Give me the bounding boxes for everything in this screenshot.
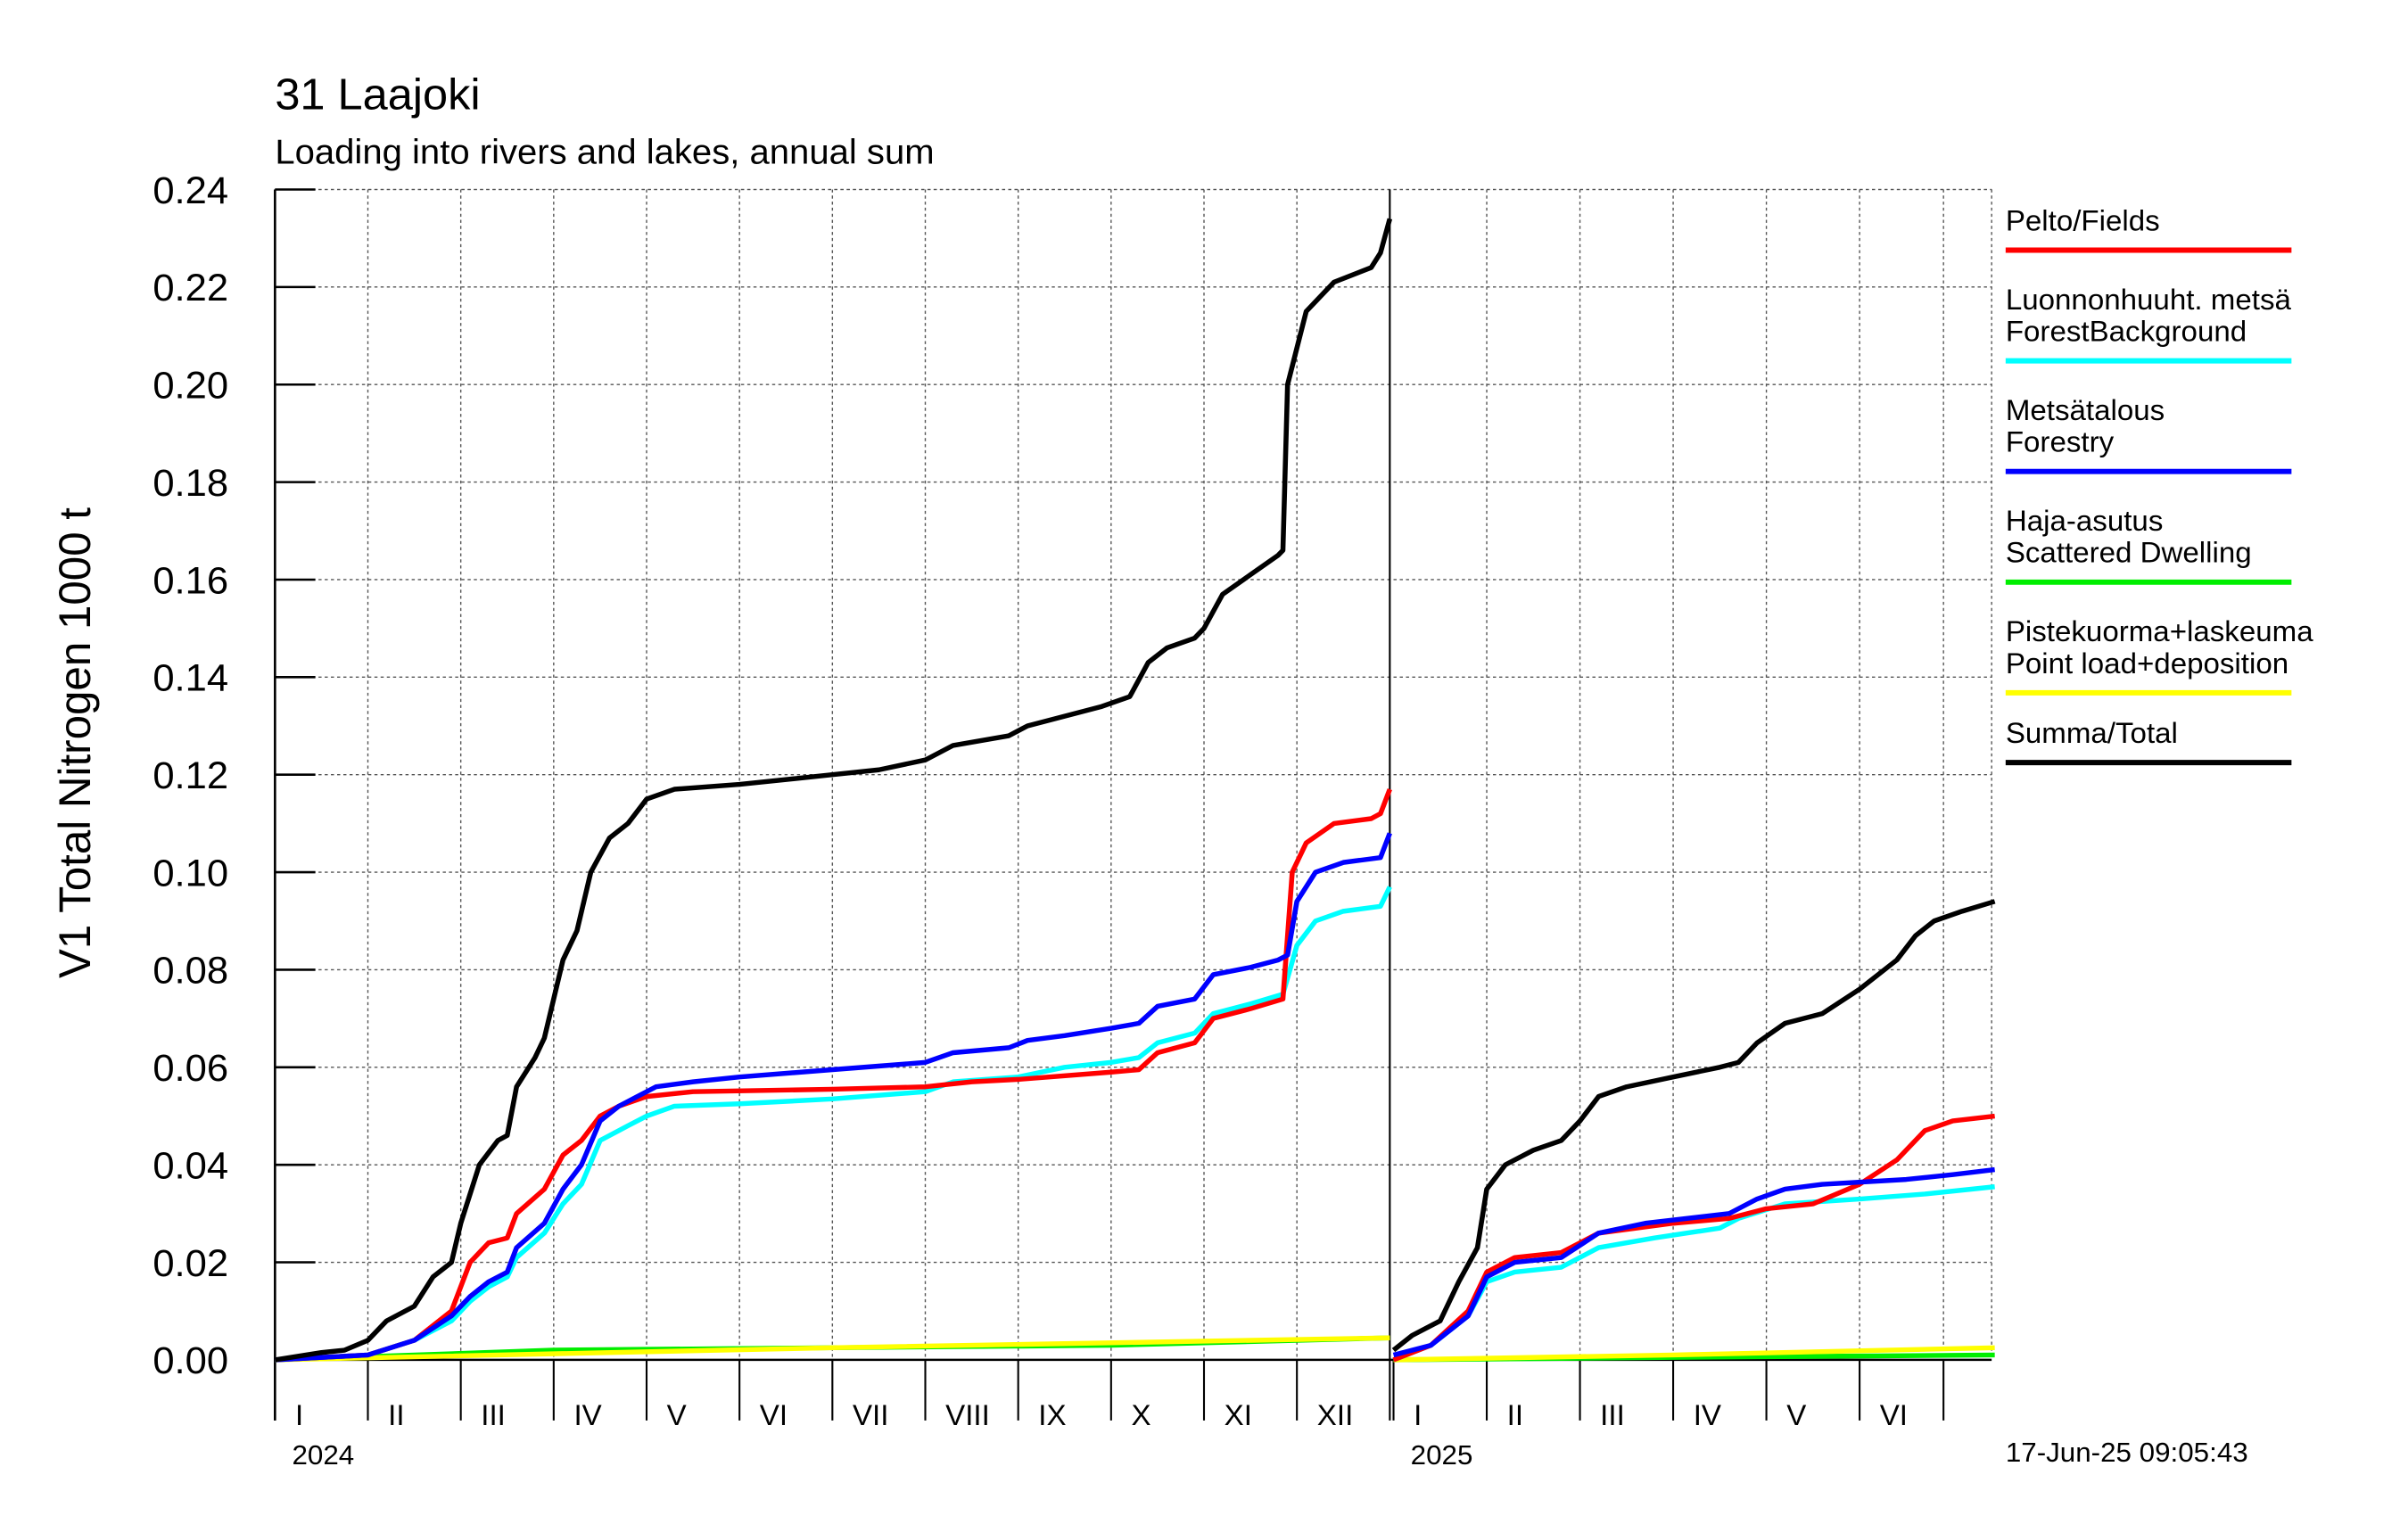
legend-label: Pelto/Fields (2006, 204, 2160, 237)
y-tick-label: 0.02 (153, 1242, 228, 1284)
month-label: II (1507, 1398, 1523, 1431)
chart-subtitle: Loading into rivers and lakes, annual su… (275, 133, 934, 171)
y-tick-label: 0.06 (153, 1048, 228, 1090)
month-label: VI (760, 1398, 788, 1431)
y-tick-label: 0.16 (153, 560, 228, 602)
series-line-pelto-fields-2024 (275, 788, 1392, 1363)
month-label: VI (1880, 1398, 1908, 1431)
y-tick-label: 0.12 (153, 754, 228, 796)
legend-label: Pistekuorma+laskeuma (2006, 614, 2314, 647)
timestamp: 17-Jun-25 09:05:43 (2006, 1437, 2248, 1468)
series-line-forestry-2025 (1392, 1166, 1995, 1358)
month-label: VIII (945, 1398, 990, 1431)
month-label: XI (1225, 1398, 1252, 1431)
legend-label: Luonnonhuuht. metsä (2006, 283, 2292, 316)
month-label: II (388, 1398, 404, 1431)
series-line-forestbackground-2024 (275, 886, 1392, 1363)
legend-label: Point load+deposition (2006, 647, 2288, 680)
y-tick-label: 0.00 (153, 1340, 228, 1382)
month-label: XII (1317, 1398, 1353, 1431)
y-tick-label: 0.14 (153, 657, 228, 699)
month-label: VII (853, 1398, 888, 1431)
legend-label: Scattered Dwelling (2006, 536, 2252, 569)
series-lines (274, 218, 1996, 1363)
legend-label: ForestBackground (2006, 315, 2247, 348)
y-tick-label: 0.08 (153, 950, 228, 992)
year-label: 2025 (1411, 1440, 1473, 1471)
y-tick-label: 0.20 (153, 365, 228, 407)
month-label: IX (1038, 1398, 1066, 1431)
y-tick-label: 0.22 (153, 268, 228, 309)
series-line-point-load-deposition-2025 (1393, 1345, 1995, 1363)
series-line-forestry-2024 (275, 832, 1392, 1363)
series-line-summa-total-2024 (274, 218, 1393, 1363)
y-tick-label: 0.24 (153, 169, 228, 211)
series-line-summa-total-2025 (1391, 899, 1996, 1353)
legend-label: Forestry (2006, 425, 2115, 458)
month-label: X (1131, 1398, 1150, 1431)
month-label: III (481, 1398, 506, 1431)
month-label: I (295, 1398, 303, 1431)
year-label: 2024 (292, 1440, 354, 1471)
month-label: V (1786, 1398, 1806, 1431)
y-tick-label: 0.10 (153, 853, 228, 894)
legend-label: Haja-asutus (2006, 504, 2164, 537)
legend-label: Metsätalous (2006, 393, 2165, 426)
month-label: IV (1694, 1398, 1721, 1431)
month-label: V (667, 1398, 687, 1431)
series-line-pelto-fields-2025 (1392, 1113, 1995, 1363)
chart-title: 31 Laajoki (275, 70, 480, 119)
month-label: III (1600, 1398, 1625, 1431)
y-axis-label: V1 Total Nitrogen 1000 t (49, 507, 100, 978)
legend: Pelto/Fields Luonnonhuuht. metsäForestBac… (2005, 204, 2314, 766)
axes: 0.00 0.02 0.04 0.06 0.08 0.10 0.12 0.14 0.16 0.18… (153, 169, 1992, 1471)
y-tick-label: 0.18 (153, 462, 228, 504)
month-label: IV (573, 1398, 601, 1431)
y-tick-label: 0.04 (153, 1145, 228, 1187)
legend-label: Summa/Total (2006, 716, 2178, 749)
month-label: I (1414, 1398, 1422, 1431)
series-line-point-load-deposition-2024 (275, 1335, 1390, 1363)
